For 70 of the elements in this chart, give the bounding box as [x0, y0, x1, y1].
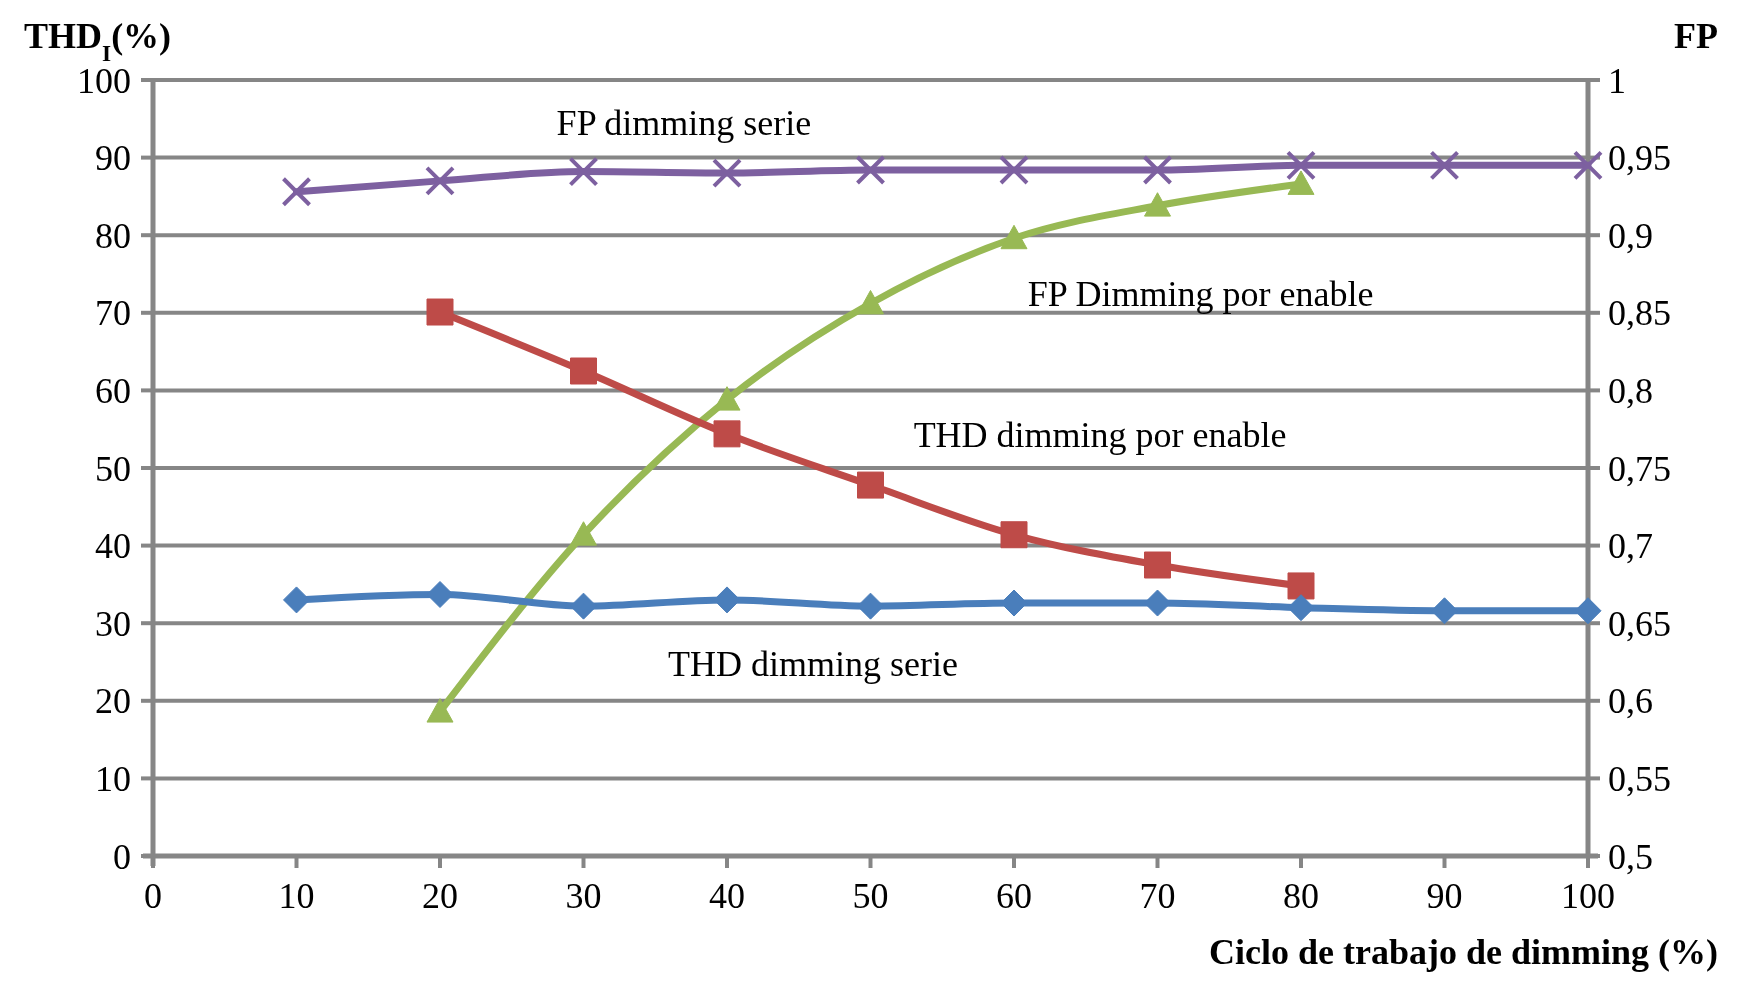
- x-tick-label: 100: [1561, 876, 1615, 916]
- y-tick-label: 80: [95, 215, 131, 256]
- y-tick-label: 90: [95, 138, 131, 179]
- series-label: THD dimming serie: [668, 644, 959, 685]
- y2-tick-label: 0,6: [1608, 681, 1653, 722]
- y-tick-label: 60: [95, 371, 131, 411]
- point: [1000, 521, 1028, 549]
- y2-tick-label: 0,65: [1608, 603, 1671, 644]
- point: [1286, 150, 1316, 181]
- y-tick-label: 30: [95, 603, 131, 644]
- point: [1287, 594, 1315, 622]
- point: [1574, 597, 1602, 625]
- point: [425, 165, 455, 196]
- y2-tick-label: 0,8: [1608, 371, 1653, 411]
- y2-tick-label: 0,7: [1608, 526, 1653, 567]
- point: [1144, 551, 1171, 579]
- series-label: THD dimming por enable: [913, 415, 1287, 456]
- x-tick-label: 60: [996, 876, 1032, 916]
- point: [1287, 170, 1315, 195]
- x-tick-label: 20: [422, 876, 458, 916]
- y-tick-label: 70: [95, 293, 131, 334]
- y2-tick-label: 0,95: [1608, 138, 1671, 179]
- series-label: FP dimming serie: [556, 103, 812, 144]
- point: [426, 298, 454, 326]
- point: [1144, 589, 1171, 617]
- x-tick-label: 70: [1139, 876, 1176, 916]
- y2-tick-label: 0,55: [1608, 759, 1671, 799]
- point: [713, 586, 741, 614]
- point: [713, 420, 741, 448]
- x-tick-label: 40: [709, 876, 745, 916]
- point: [426, 580, 454, 608]
- point: [570, 521, 597, 546]
- series-label: FP Dimming por enable: [1027, 274, 1374, 314]
- x-tick-label: 10: [278, 876, 315, 916]
- point: [281, 176, 312, 207]
- point: [1429, 150, 1460, 181]
- point: [857, 592, 884, 620]
- y-tick-label: 40: [95, 526, 131, 567]
- y2-tick-label: 0,5: [1608, 836, 1653, 877]
- point: [855, 155, 886, 186]
- point: [426, 698, 454, 723]
- point: [1142, 155, 1173, 186]
- point: [283, 586, 310, 614]
- y-tick-label: 10: [95, 759, 131, 799]
- x-tick-label: 50: [852, 876, 889, 916]
- x-tick-label: 80: [1283, 876, 1319, 916]
- y2-tick-label: 0,9: [1608, 215, 1653, 256]
- x-tick-label: 30: [565, 876, 602, 916]
- x-tick-label: 0: [144, 876, 162, 916]
- point: [570, 357, 597, 385]
- point: [999, 155, 1029, 186]
- point: [570, 592, 597, 620]
- point: [568, 156, 599, 187]
- y2-axis-title: FP: [1674, 16, 1718, 56]
- x-axis-title: Ciclo de trabajo de dimming (%): [1209, 932, 1718, 972]
- y2-tick-label: 0,75: [1608, 448, 1671, 489]
- y-tick-label: 50: [95, 448, 131, 489]
- point: [857, 471, 884, 499]
- point: [1144, 192, 1171, 217]
- point: [712, 158, 742, 189]
- y-tick-label: 20: [95, 681, 131, 722]
- point: [1573, 150, 1603, 181]
- y2-tick-label: 1: [1608, 60, 1626, 101]
- x-tick-label: 90: [1426, 876, 1463, 916]
- point: [1287, 572, 1315, 600]
- point: [1431, 597, 1458, 625]
- point: [857, 289, 884, 315]
- y2-tick-label: 0,85: [1608, 293, 1671, 334]
- y-tick-label: 0: [113, 836, 131, 877]
- point: [1000, 224, 1028, 250]
